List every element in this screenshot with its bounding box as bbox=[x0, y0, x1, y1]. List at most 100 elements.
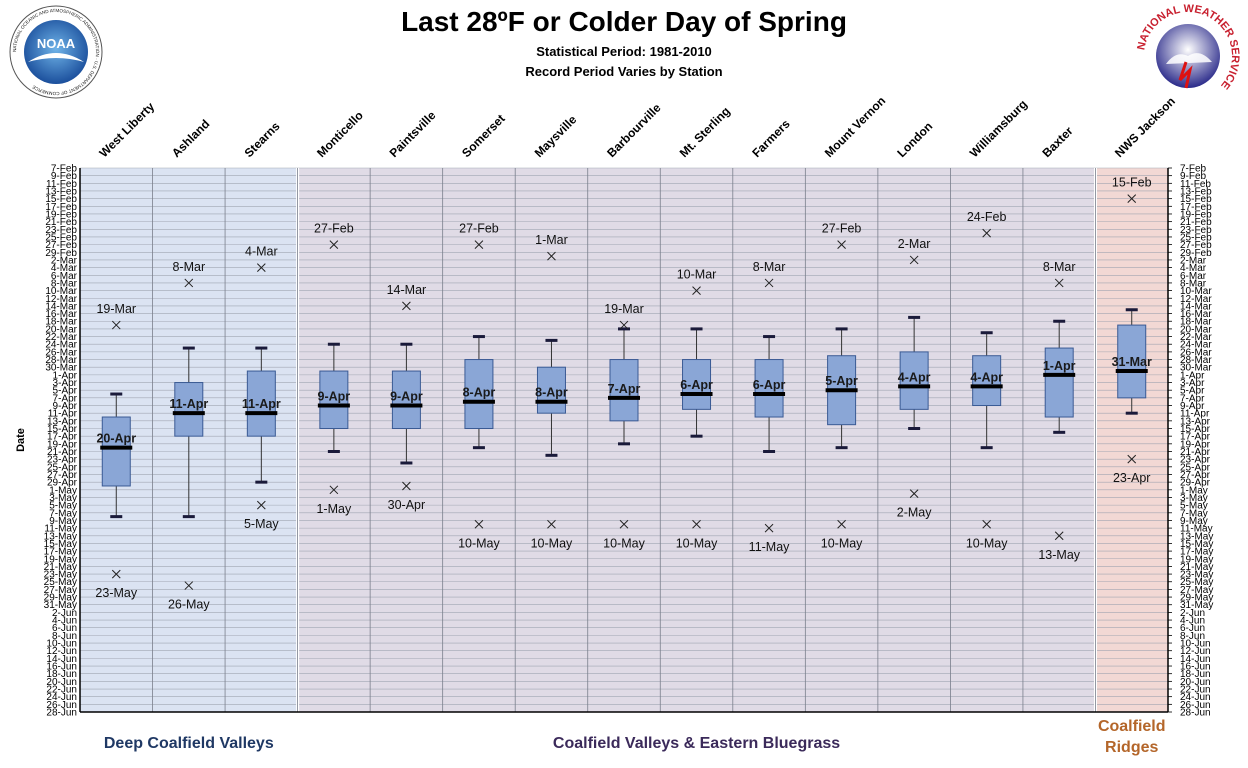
record-early-label: 15-Feb bbox=[1112, 176, 1152, 190]
y-tick-label-left: 12-Jun bbox=[46, 646, 77, 657]
record-early-label: 1-Mar bbox=[535, 233, 568, 247]
y-tick-label-right: 24-Mar bbox=[1180, 340, 1212, 351]
record-late-label: 10-May bbox=[531, 536, 573, 550]
record-late-marker bbox=[837, 519, 846, 529]
station-name: Mount Vernon bbox=[822, 94, 888, 160]
y-tick-label-right: 3-Apr bbox=[1180, 378, 1205, 389]
record-late-marker bbox=[547, 519, 556, 529]
y-tick-label-right: 24-Jun bbox=[1180, 692, 1211, 703]
iqr-box bbox=[391, 370, 421, 430]
station-name: Williamsburg bbox=[967, 97, 1030, 160]
y-tick-label-right: 14-Jun bbox=[1180, 654, 1211, 665]
nws-lightning-icon bbox=[1178, 61, 1193, 89]
y-tick-label-right: 27-Feb bbox=[1180, 240, 1212, 251]
y-tick-label-right: 23-Apr bbox=[1180, 455, 1211, 466]
iqr-box bbox=[754, 359, 784, 418]
y-tick-label-left: 21-Feb bbox=[45, 217, 77, 228]
record-late-marker bbox=[692, 519, 701, 529]
station-name: Somerset bbox=[459, 112, 508, 161]
station-name: Monticello bbox=[314, 108, 366, 160]
y-tick-label-right: 26-Mar bbox=[1180, 347, 1212, 358]
y-tick-label-right: 11-Apr bbox=[1180, 409, 1210, 420]
record-late-label: 30-Apr bbox=[388, 498, 426, 512]
y-tick-label-left: 18-Mar bbox=[45, 317, 77, 328]
y-tick-label-right: 6-Jun bbox=[1180, 623, 1205, 634]
y-tick-label-right: 27-May bbox=[1180, 585, 1213, 596]
y-tick-label-right: 16-Jun bbox=[1180, 662, 1211, 673]
y-tick-label-right: 29-May bbox=[1180, 593, 1213, 604]
record-early-label: 27-Feb bbox=[822, 222, 862, 236]
y-tick-label-right: 23-Feb bbox=[1180, 225, 1212, 236]
record-early-marker bbox=[764, 278, 774, 288]
y-tick-label-left: 10-Jun bbox=[46, 639, 77, 650]
y-tick-label-right: 4-Mar bbox=[1180, 263, 1207, 274]
y-tick-label-right: 16-Mar bbox=[1180, 309, 1212, 320]
y-tick-label-right: 18-Mar bbox=[1180, 317, 1212, 328]
median-label: 8-Apr bbox=[535, 386, 568, 400]
iqr-box bbox=[1117, 324, 1147, 399]
record-early-marker bbox=[1054, 278, 1064, 288]
y-tick-label-left: 17-Apr bbox=[47, 432, 78, 443]
record-early-marker bbox=[329, 240, 339, 249]
y-tick-label-left: 17-Feb bbox=[45, 202, 77, 213]
record-late-label: 13-May bbox=[1038, 548, 1080, 562]
y-tick-label-left: 1-Apr bbox=[53, 370, 78, 381]
y-tick-label-left: 18-Jun bbox=[46, 669, 77, 680]
iqr-box bbox=[319, 370, 349, 430]
station-name: Baxter bbox=[1039, 124, 1076, 161]
y-tick-label-right: 30-Mar bbox=[1180, 363, 1212, 374]
y-tick-label-left: 28-Jun bbox=[46, 708, 77, 719]
y-tick-label-left: 12-Mar bbox=[45, 294, 77, 305]
y-tick-label-right: 15-Feb bbox=[1180, 194, 1212, 205]
y-tick-label-left: 5-Apr bbox=[53, 386, 78, 397]
iqr-box bbox=[536, 366, 566, 414]
y-tick-label-right: 21-Feb bbox=[1180, 217, 1212, 228]
y-tick-label-right: 11-Feb bbox=[1180, 179, 1211, 190]
median-label: 9-Apr bbox=[390, 390, 423, 404]
y-tick-label-left: 4-Jun bbox=[52, 616, 77, 627]
y-tick-label-right: 1-Apr bbox=[1180, 370, 1205, 381]
y-tick-label-right: 13-Apr bbox=[1180, 416, 1211, 427]
y-tick-label-left: 7-Feb bbox=[51, 164, 78, 175]
y-tick-label-left: 19-May bbox=[44, 554, 77, 565]
box-plots bbox=[100, 194, 1148, 590]
y-tick-label-left: 26-Mar bbox=[45, 347, 77, 358]
record-late-marker bbox=[1054, 531, 1064, 541]
record-late-label: 1-May bbox=[316, 502, 351, 516]
y-tick-label-right: 28-Jun bbox=[1180, 708, 1211, 719]
record-late-label: 10-May bbox=[676, 536, 718, 550]
record-late-marker bbox=[402, 481, 411, 491]
y-tick-label-left: 7-May bbox=[49, 508, 77, 519]
y-tick-label-left: 6-Jun bbox=[52, 623, 77, 634]
group-label: Coalfield Ridges bbox=[1098, 718, 1166, 756]
record-late-label: 10-May bbox=[966, 536, 1008, 550]
y-tick-label-right: 9-Apr bbox=[1180, 401, 1205, 412]
y-tick-label-left: 20-Jun bbox=[46, 677, 77, 688]
iqr-box bbox=[899, 351, 929, 410]
record-late-label: 10-May bbox=[458, 536, 500, 550]
y-tick-label-left: 15-Apr bbox=[47, 424, 78, 435]
y-tick-label-right: 25-May bbox=[1180, 577, 1213, 588]
y-tick-label-left: 15-Feb bbox=[45, 194, 77, 205]
y-tick-label-left: 30-Mar bbox=[45, 363, 77, 374]
record-early-label: 27-Feb bbox=[459, 222, 499, 236]
record-early-label: 27-Feb bbox=[314, 222, 354, 236]
y-tick-label-left: 27-Feb bbox=[45, 240, 77, 251]
y-tick-label-right: 12-Jun bbox=[1180, 646, 1211, 657]
data-labels: 19-Mar 23-May 20-Apr 8-Mar 26-May 11-Apr 4-Mar… bbox=[95, 176, 1152, 612]
record-early-marker bbox=[692, 286, 701, 295]
chart-title: Last 28ºF or Colder Day of Spring bbox=[401, 6, 847, 37]
record-early-label: 24-Feb bbox=[967, 210, 1007, 224]
station-name: Mt. Sterling bbox=[677, 104, 733, 160]
y-tick-label-right: 2-Jun bbox=[1180, 608, 1205, 619]
y-tick-label-left: 11-Feb bbox=[46, 179, 77, 190]
noaa-bird-icon bbox=[28, 53, 84, 62]
y-tick-label-right: 26-Jun bbox=[1180, 700, 1211, 711]
y-tick-label-right: 10-Jun bbox=[1180, 639, 1211, 650]
y-tick-label-right: 19-Feb bbox=[1180, 209, 1212, 220]
y-tick-label-right: 25-Feb bbox=[1180, 232, 1212, 243]
y-tick-label-right: 7-Feb bbox=[1180, 164, 1207, 175]
y-tick-label-right: 12-Mar bbox=[1180, 294, 1212, 305]
record-early-label: 2-Mar bbox=[898, 237, 931, 251]
